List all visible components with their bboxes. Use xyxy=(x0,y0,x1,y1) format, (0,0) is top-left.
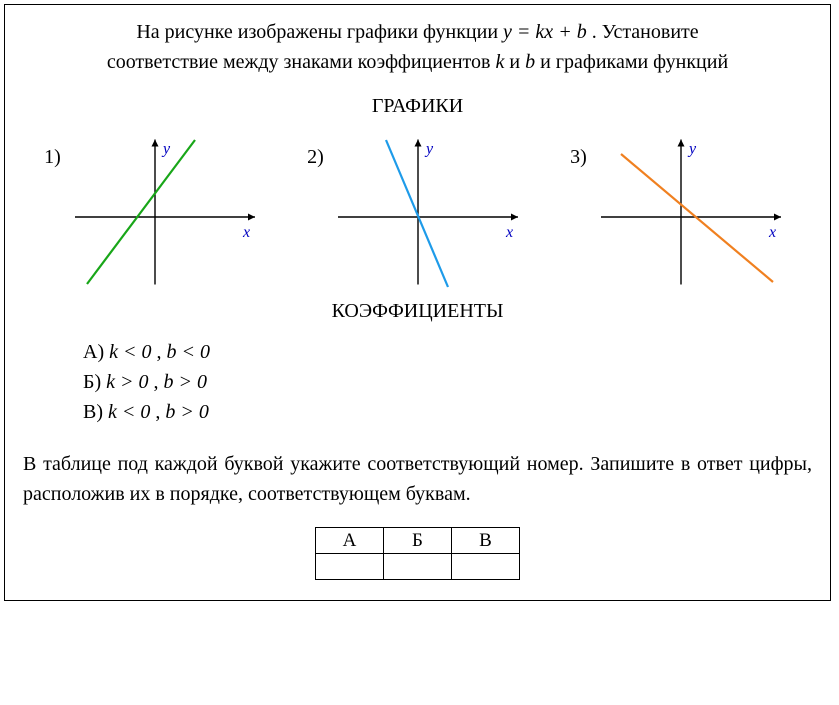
graph-3: 3)yx xyxy=(570,132,791,292)
coeff-label: В) xyxy=(83,401,103,423)
coefficients-list: А) k < 0 , b < 0Б) k > 0 , b > 0В) k < 0… xyxy=(83,337,812,427)
svg-text:x: x xyxy=(505,224,513,241)
coeff-line: В) k < 0 , b > 0 xyxy=(83,397,812,427)
coeffs-heading: КОЭФФИЦИЕНТЫ xyxy=(23,300,812,323)
answer-table: А Б В xyxy=(315,527,520,580)
var-k: kx xyxy=(535,21,553,43)
graph-svg: yx xyxy=(65,132,265,292)
graph-svg: yx xyxy=(328,132,528,292)
coeff-k: k < 0 xyxy=(108,401,150,423)
graph-1: 1)yx xyxy=(44,132,265,292)
coeff-k: k < 0 xyxy=(109,341,151,363)
text-part: На рисунке изображены графики функции xyxy=(136,21,503,43)
text-part: и xyxy=(509,51,525,73)
coeff-b: b < 0 xyxy=(166,341,210,363)
coeff-b: b > 0 xyxy=(164,371,208,393)
graphs-heading: ГРАФИКИ xyxy=(23,95,812,118)
problem-frame: На рисунке изображены графики функции y … xyxy=(4,4,831,601)
graphs-container: 1)yx2)yx3)yx xyxy=(23,132,812,292)
coeff-k: k > 0 xyxy=(106,371,148,393)
var-y: y xyxy=(503,21,512,43)
table-answer-row xyxy=(316,554,520,580)
graph-2: 2)yx xyxy=(307,132,528,292)
text-part: и графиками функций xyxy=(540,51,728,73)
svg-text:x: x xyxy=(242,224,250,241)
text-part: . Установите xyxy=(592,21,699,43)
var-b: b xyxy=(577,21,587,43)
var-k: k xyxy=(495,51,504,73)
equation: y = kx + b xyxy=(503,21,592,43)
svg-text:y: y xyxy=(161,141,171,158)
table-cell[interactable] xyxy=(384,554,452,580)
table-cell[interactable] xyxy=(452,554,520,580)
table-header: А xyxy=(316,528,384,554)
text-part: соответствие между знаками коэффициентов xyxy=(107,51,496,73)
coeff-b: b > 0 xyxy=(165,401,209,423)
table-header: Б xyxy=(384,528,452,554)
graph-number: 1) xyxy=(44,146,61,169)
table-header: В xyxy=(452,528,520,554)
coeff-line: А) k < 0 , b < 0 xyxy=(83,337,812,367)
table-header-row: А Б В xyxy=(316,528,520,554)
coeff-label: А) xyxy=(83,341,104,363)
graph-number: 2) xyxy=(307,146,324,169)
instruction-text: В таблице под каждой буквой укажите соот… xyxy=(23,449,812,509)
problem-statement: На рисунке изображены графики функции y … xyxy=(23,17,812,77)
graph-svg: yx xyxy=(591,132,791,292)
svg-text:y: y xyxy=(687,141,697,158)
coeff-label: Б) xyxy=(83,371,101,393)
svg-text:x: x xyxy=(768,224,776,241)
svg-text:y: y xyxy=(424,141,434,158)
coeff-line: Б) k > 0 , b > 0 xyxy=(83,367,812,397)
graph-number: 3) xyxy=(570,146,587,169)
var-b: b xyxy=(525,51,535,73)
table-cell[interactable] xyxy=(316,554,384,580)
